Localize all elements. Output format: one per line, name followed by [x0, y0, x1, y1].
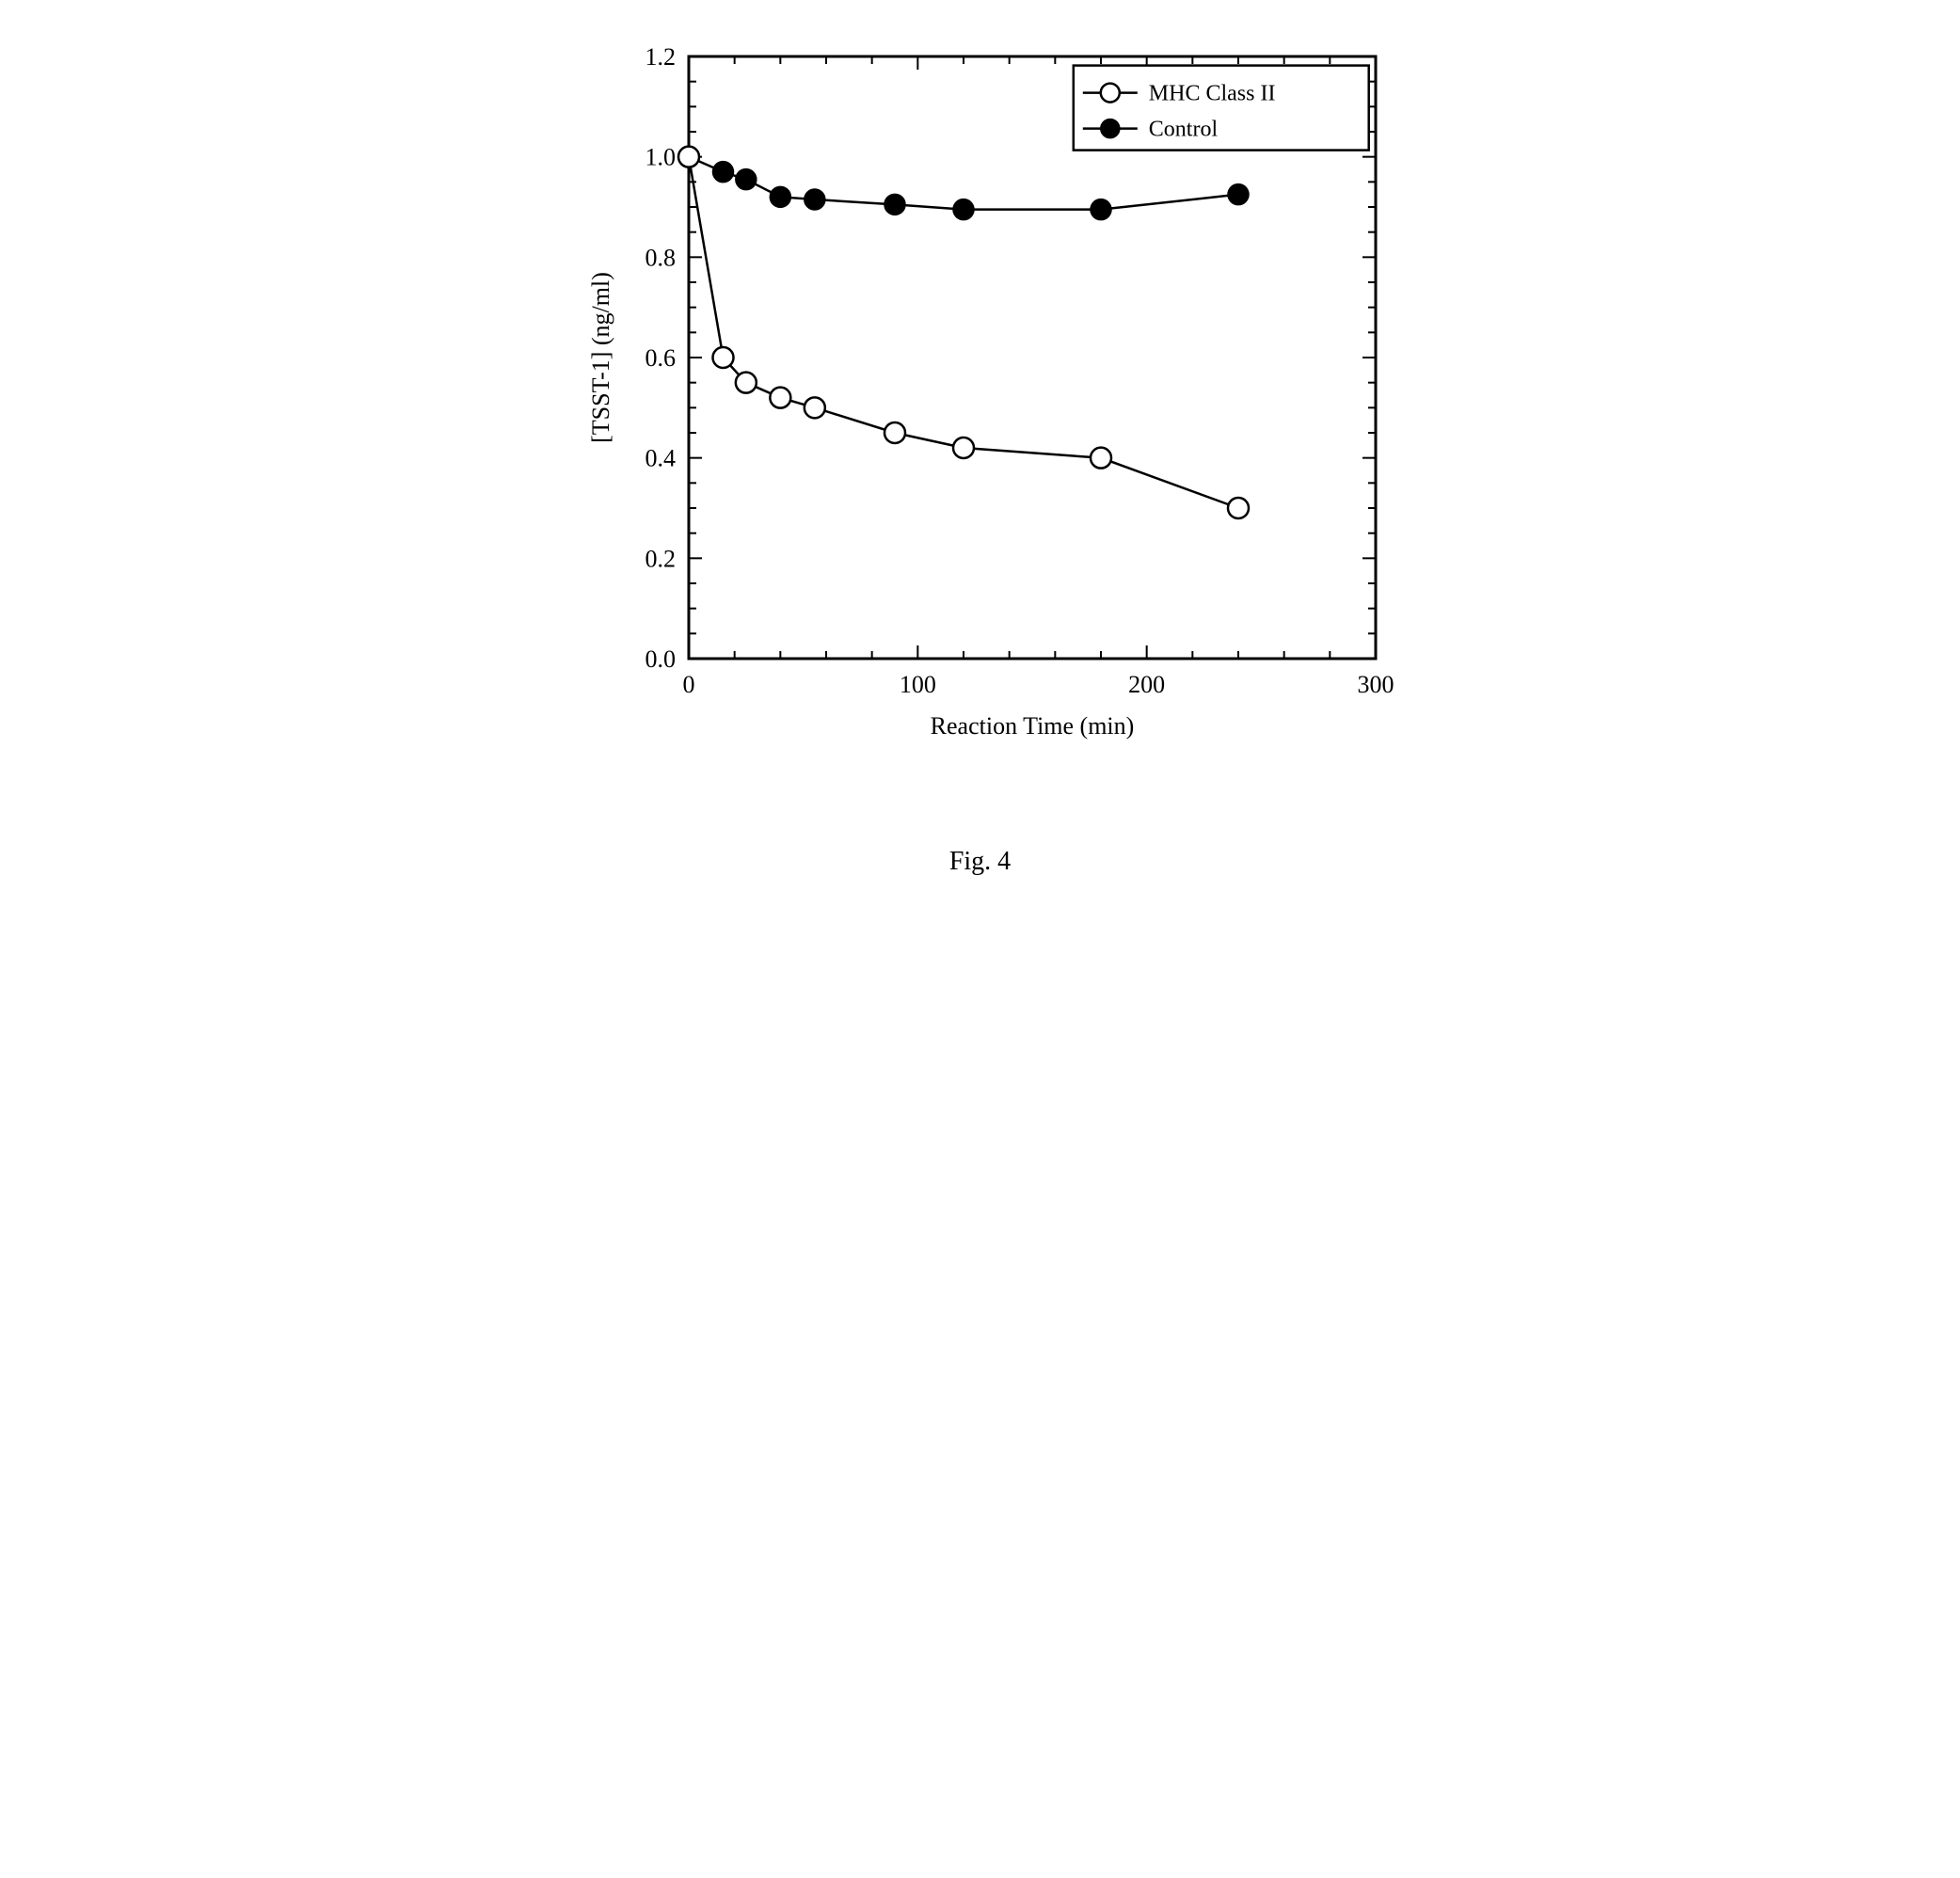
legend-marker: [1100, 84, 1119, 103]
series-marker-mhc: [953, 438, 974, 458]
x-tick-label: 200: [1128, 671, 1165, 698]
x-axis-label: Reaction Time (min): [930, 712, 1134, 740]
x-tick-label: 0: [682, 671, 694, 698]
x-tick-label: 300: [1357, 671, 1394, 698]
y-tick-label: 1.0: [645, 144, 676, 171]
line-chart: 0 100 200 300 0.0 0.2 0.4 0.6 0.8 1.0 1.2 Reaction …: [557, 38, 1404, 772]
series-marker-control: [1228, 184, 1249, 205]
legend-label: Control: [1148, 118, 1218, 142]
series-marker-mhc: [884, 422, 905, 443]
series-marker-mhc: [678, 147, 699, 167]
y-tick-label: 0.6: [645, 344, 676, 372]
series-marker-mhc: [735, 373, 756, 393]
series-marker-control: [1091, 199, 1111, 220]
legend-marker: [1100, 119, 1119, 138]
x-tick-label: 100: [899, 671, 935, 698]
series-marker-control: [884, 194, 905, 215]
y-axis-label: [TSST-1] (ng/ml): [587, 272, 614, 443]
series-marker-control: [953, 199, 974, 220]
y-tick-label: 1.2: [645, 43, 676, 71]
chart-container: 0 100 200 300 0.0 0.2 0.4 0.6 0.8 1.0 1.2 Reaction …: [557, 38, 1404, 772]
y-tick-label: 0.8: [645, 244, 676, 271]
figure-caption: Fig. 4: [949, 847, 1011, 877]
y-tick-label: 0.2: [645, 545, 676, 572]
series-marker-mhc: [1091, 448, 1111, 469]
series-marker-mhc: [712, 347, 733, 368]
legend-label: MHC Class II: [1148, 82, 1275, 106]
series-marker-control: [804, 189, 824, 210]
series-marker-control: [770, 186, 790, 207]
series-marker-control: [712, 162, 733, 183]
series-marker-mhc: [804, 397, 824, 418]
series-marker-mhc: [1228, 498, 1249, 518]
series-marker-control: [735, 169, 756, 190]
y-tick-label: 0.0: [645, 645, 676, 673]
series-marker-mhc: [770, 388, 790, 408]
y-tick-label: 0.4: [645, 445, 676, 472]
legend-box: [1073, 66, 1368, 151]
